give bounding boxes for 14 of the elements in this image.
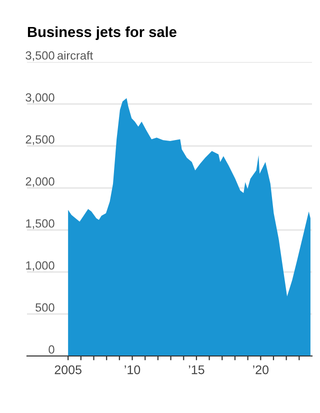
y-axis-title: aircraft	[58, 50, 93, 60]
y-tick-label: 3,000	[26, 93, 54, 104]
y-tick-label: 2,500	[26, 135, 54, 146]
x-tick-label: ’10	[124, 365, 140, 374]
y-tick-label: 2,000	[26, 177, 54, 188]
y-tick-label: 1,000	[26, 261, 54, 272]
y-tick-label: 1,500	[26, 219, 54, 230]
x-tick-label: 2005	[54, 365, 82, 374]
y-tick-label: 500	[36, 303, 54, 312]
y-tick-label: 0	[48, 345, 54, 354]
chart-title: Business jets for sale	[28, 26, 176, 40]
y-tick-label: 3,500	[26, 51, 54, 62]
x-tick-label: ’20	[253, 365, 268, 374]
x-tick-label: ’15	[188, 365, 204, 374]
